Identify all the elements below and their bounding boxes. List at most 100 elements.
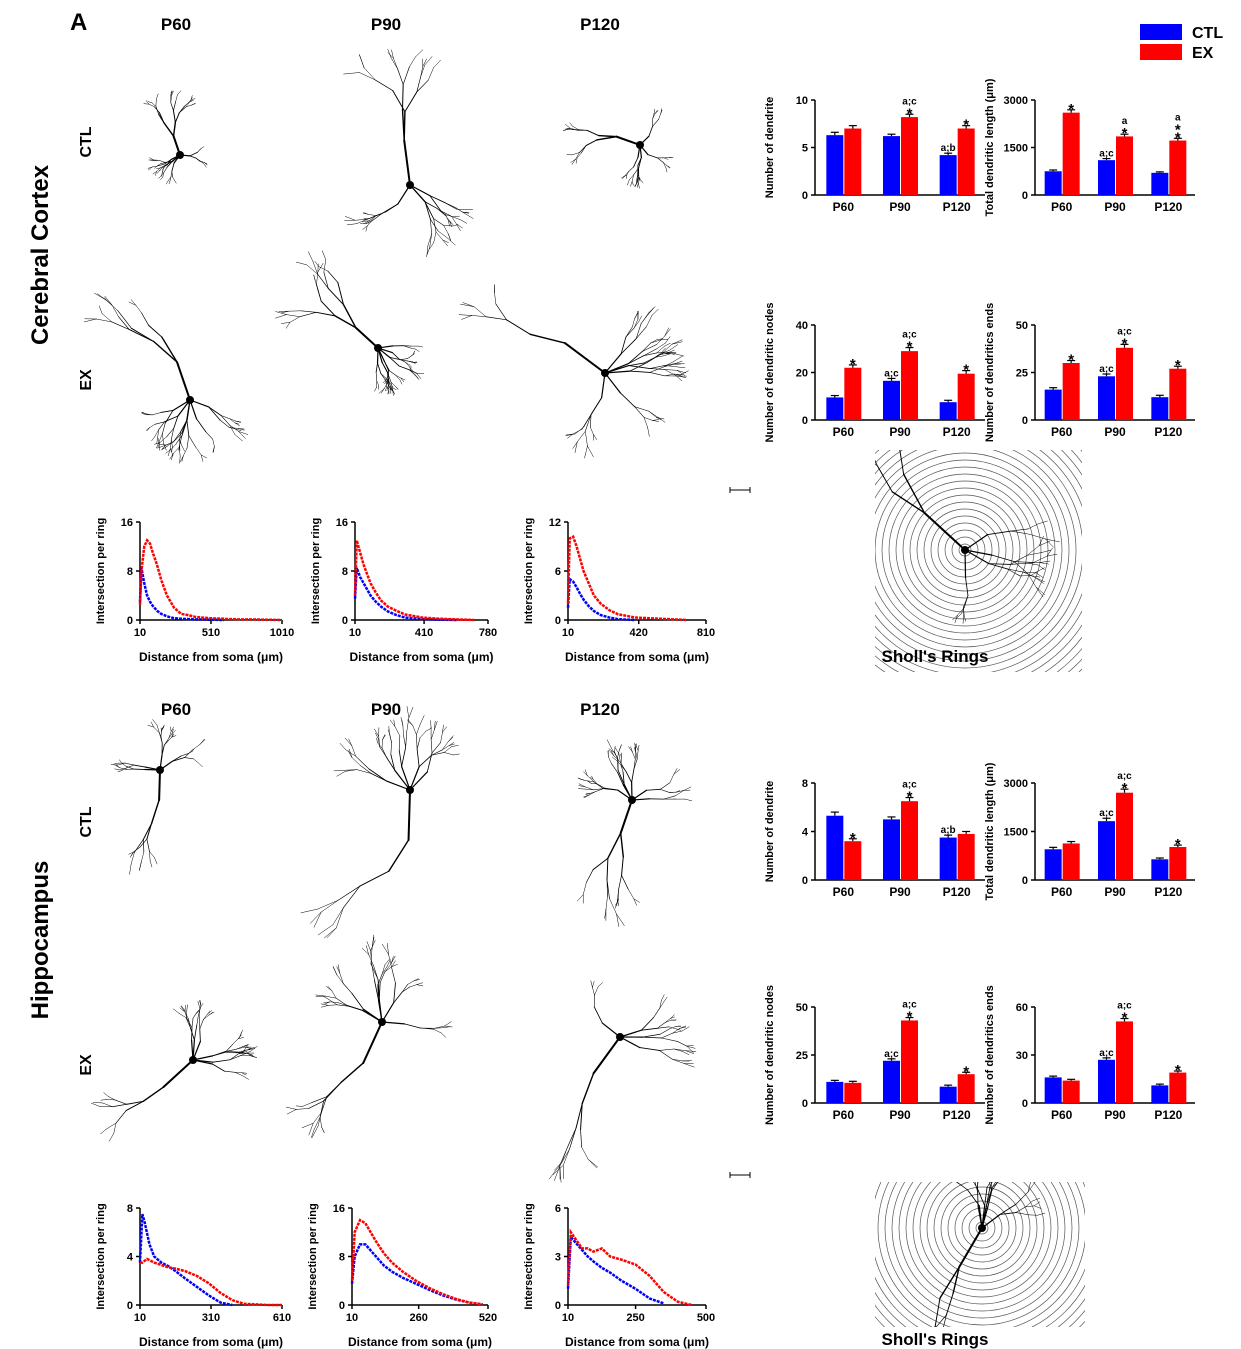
dendrite <box>594 986 599 996</box>
y-tick-label: 4 <box>802 827 809 839</box>
dendrite <box>146 823 153 840</box>
bar <box>957 373 975 420</box>
significance-label: * <box>850 356 856 373</box>
dendrite <box>184 1011 189 1019</box>
dendrite <box>139 861 142 871</box>
y-tick-label: 1500 <box>1004 827 1028 839</box>
dendrite <box>944 1164 947 1173</box>
sholl-label: Sholl's Rings <box>882 647 989 666</box>
dendrite <box>616 913 620 927</box>
dendrite <box>1037 1212 1046 1216</box>
dendrite <box>976 1166 980 1175</box>
y-tick-label: 3000 <box>1004 778 1028 790</box>
dendrite <box>151 412 162 416</box>
dendrite <box>976 1164 979 1174</box>
dendrite <box>615 747 620 754</box>
y-tick-label: 3 <box>555 1252 561 1264</box>
dendrite <box>634 181 638 188</box>
dendrite <box>604 353 622 374</box>
dendrite <box>981 1205 986 1229</box>
dendrite <box>634 312 639 319</box>
dendrite <box>157 170 160 174</box>
dendrite <box>400 377 406 381</box>
dendrite <box>105 1122 117 1130</box>
dendrite <box>295 1105 303 1107</box>
dendrite <box>199 1000 202 1007</box>
dendrite <box>174 112 180 123</box>
dendrite <box>443 752 454 756</box>
dendrite <box>572 125 579 130</box>
dendrite <box>643 348 657 357</box>
dendrite <box>401 108 405 142</box>
dendrite <box>628 889 635 899</box>
dendrite <box>400 377 405 383</box>
dendrite <box>604 372 621 394</box>
dendrite <box>190 95 193 101</box>
dendrite <box>403 345 411 349</box>
dendrite <box>638 157 642 169</box>
dendrite <box>1044 538 1060 543</box>
dendrite <box>154 429 159 437</box>
dendrite <box>563 128 571 131</box>
dendrite <box>387 943 389 955</box>
significance-label: * <box>963 117 969 134</box>
x-tick-label: P60 <box>833 425 855 439</box>
dendrite <box>179 439 183 447</box>
row-label: EX <box>78 369 95 391</box>
dendrite <box>193 758 199 764</box>
dendrite <box>471 315 487 317</box>
dendrite <box>302 1102 313 1107</box>
dendrite <box>940 1160 946 1170</box>
dendrite <box>462 302 475 307</box>
dendrite <box>669 774 675 784</box>
x-tick-label: P60 <box>833 1108 855 1122</box>
dendrite <box>627 350 643 365</box>
dendrite <box>649 368 665 370</box>
dendrite <box>652 113 656 119</box>
dendrite <box>641 1017 654 1031</box>
dendrite <box>412 361 416 364</box>
dendrite <box>192 1040 201 1061</box>
dendrite <box>633 758 636 770</box>
dendrite <box>390 381 396 387</box>
bar <box>1169 1072 1187 1103</box>
dendrite <box>494 292 497 305</box>
dendrite <box>460 303 475 307</box>
dendrite <box>988 563 1008 570</box>
dendrite <box>401 746 407 767</box>
dendrite <box>661 994 665 1001</box>
dendrite <box>321 1126 325 1134</box>
dendrite <box>659 1028 670 1035</box>
dendrite <box>633 898 637 906</box>
y-axis-label: Intersection per ring <box>307 1203 319 1309</box>
dendrite <box>946 1169 954 1180</box>
x-tick-label: P90 <box>889 200 911 214</box>
dendrite <box>977 1205 983 1229</box>
dendrite <box>563 342 606 374</box>
dendrite <box>420 64 426 78</box>
dendrite <box>159 436 168 443</box>
ring <box>905 1182 1059 1305</box>
dendrite <box>637 182 640 189</box>
dendrite <box>416 723 421 735</box>
dendrite <box>329 1001 338 1003</box>
series-line <box>140 1257 282 1307</box>
dendrite <box>141 312 149 326</box>
dendrite <box>1025 1205 1035 1208</box>
dendrite <box>141 412 146 415</box>
dendrite <box>637 182 639 188</box>
dendrite <box>300 908 318 914</box>
x-tick-label: 10 <box>346 1312 358 1324</box>
dendrite <box>203 1013 208 1020</box>
dendrite <box>974 1166 976 1172</box>
dendrite <box>172 135 181 156</box>
y-tick-label: 1500 <box>1004 143 1028 155</box>
dendrite <box>981 1213 1001 1229</box>
dendrite <box>387 380 389 384</box>
dendrite <box>289 316 301 323</box>
dendrite <box>391 49 394 59</box>
dendrite <box>336 974 344 984</box>
dendrite <box>300 310 317 313</box>
dendrite <box>445 214 454 218</box>
dendrite <box>999 1212 1017 1215</box>
